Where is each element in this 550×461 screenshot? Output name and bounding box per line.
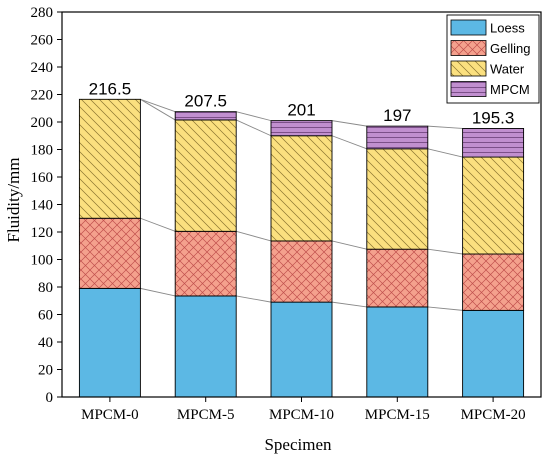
- bar-gelling-mpcm-20: [462, 253, 525, 311]
- y-tick-label: 260: [31, 33, 54, 49]
- y-tick-label: 60: [38, 308, 53, 324]
- y-tick-label: 40: [38, 335, 53, 351]
- connector-line: [427, 148, 463, 158]
- bar-loess-mpcm-10: [270, 301, 333, 398]
- connector-line: [140, 98, 176, 121]
- y-tick-label: 160: [31, 170, 54, 186]
- total-label: 197: [383, 106, 411, 125]
- total-label: 207.5: [184, 92, 227, 111]
- total-label: 216.5: [89, 79, 132, 98]
- bar-mpcm-mpcm-15: [366, 125, 429, 150]
- total-label: 201: [287, 101, 315, 120]
- axis-ticks: 0 20 40 60 80 100 120 140 160 180 200 220 240 260 280 M…: [31, 5, 526, 423]
- bar-water-mpcm-5: [174, 119, 237, 232]
- bar-loess-mpcm-5: [174, 295, 237, 398]
- x-tick-label: MPCM-10: [269, 407, 334, 423]
- bar-mpcm-mpcm-5: [174, 111, 237, 121]
- legend-label-gelling: Gelling: [490, 41, 530, 56]
- legend-swatch-mpcm: [450, 81, 487, 97]
- bar-water-mpcm-15: [366, 148, 429, 250]
- connector-line: [427, 306, 463, 311]
- bar-gelling-mpcm-0: [78, 217, 141, 289]
- bar-water-mpcm-0: [78, 98, 141, 219]
- bar-loess-mpcm-20: [462, 309, 525, 398]
- y-tick-label: 120: [31, 225, 54, 241]
- bar-loess-mpcm-0: [78, 287, 141, 398]
- bar-gelling-mpcm-10: [270, 240, 333, 303]
- legend-label-loess: Loess: [490, 21, 525, 36]
- connector-line: [140, 217, 176, 232]
- y-tick-label: 280: [31, 5, 54, 21]
- connector-line: [331, 135, 367, 150]
- y-tick-label: 0: [46, 390, 54, 406]
- legend-swatch-gelling: [450, 40, 487, 56]
- y-tick-label: 240: [31, 60, 54, 76]
- connector-line: [236, 111, 272, 122]
- total-label: 195.3: [472, 108, 515, 127]
- legend-swatch-water: [450, 60, 487, 77]
- total-labels: 216.5 207.5 201 197 195.3: [89, 79, 515, 127]
- connector-line: [427, 248, 463, 255]
- y-tick-label: 100: [31, 253, 54, 269]
- plot-border: [61, 11, 542, 398]
- legend-swatch-loess: [450, 19, 487, 36]
- connector-line: [236, 119, 272, 137]
- connector-line: [236, 295, 272, 303]
- bar-gelling-mpcm-15: [366, 248, 429, 308]
- bar-gelling-mpcm-5: [174, 230, 237, 297]
- bars: [78, 98, 525, 398]
- y-tick-label: 80: [38, 280, 53, 296]
- bar-loess-mpcm-15: [366, 306, 429, 398]
- y-tick-label: 220: [31, 88, 54, 104]
- y-tick-label: 180: [31, 143, 54, 159]
- bar-mpcm-mpcm-20: [462, 128, 525, 158]
- x-tick-label: MPCM-5: [177, 407, 235, 423]
- connector-line: [140, 287, 176, 297]
- connector-line: [140, 98, 176, 113]
- y-tick-label: 20: [38, 363, 53, 379]
- x-tick-label: MPCM-0: [81, 407, 139, 423]
- x-tick-label: MPCM-15: [365, 407, 430, 423]
- connector-line: [236, 230, 272, 242]
- legend: Loess Gelling Water MPCM: [446, 14, 540, 104]
- connector-line: [331, 240, 367, 250]
- connector-line: [331, 301, 367, 308]
- connector-lines: [140, 98, 463, 311]
- bar-mpcm-mpcm-10: [270, 120, 333, 137]
- legend-label-water: Water: [490, 62, 525, 77]
- y-tick-label: 140: [31, 198, 54, 214]
- bar-water-mpcm-10: [270, 135, 333, 242]
- x-axis-title: Specimen: [264, 435, 332, 454]
- legend-label-mpcm: MPCM: [490, 82, 530, 97]
- y-axis-title: Fluidity/mm: [4, 157, 23, 242]
- x-tick-label: MPCM-20: [461, 407, 526, 423]
- bar-water-mpcm-20: [462, 156, 525, 255]
- connector-line: [331, 120, 367, 127]
- connector-line: [427, 125, 463, 129]
- plot-frame: [61, 11, 542, 398]
- y-tick-label: 200: [31, 115, 54, 131]
